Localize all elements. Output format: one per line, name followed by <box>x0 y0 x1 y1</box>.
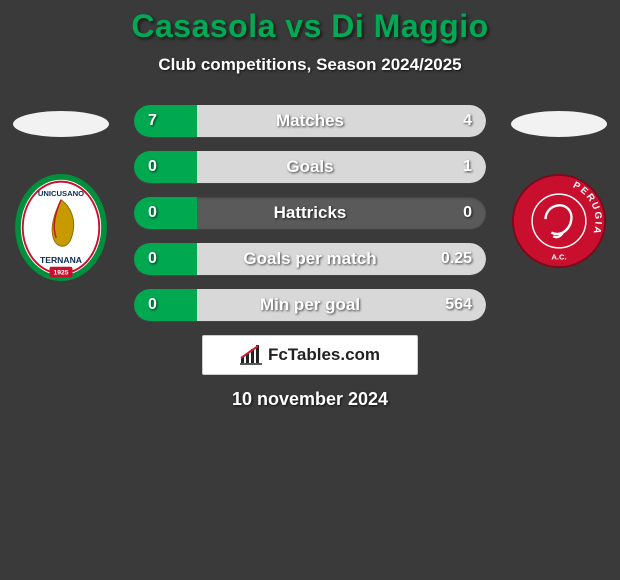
stat-bar-hattricks: 0 Hattricks 0 <box>134 197 486 229</box>
left-badge-text-top: UNICUSANO <box>38 189 84 198</box>
left-club-badge-icon: UNICUSANO TERNANA 1925 <box>13 173 109 283</box>
right-club-badge-icon: PERUGIA A.C. <box>511 173 607 269</box>
comparison-card: Casasola vs Di Maggio Club competitions,… <box>0 0 620 410</box>
stat-bar-goals-per-match: 0 Goals per match 0.25 <box>134 243 486 275</box>
page-title: Casasola vs Di Maggio <box>0 8 620 45</box>
stat-right-value: 4 <box>463 105 472 137</box>
subtitle: Club competitions, Season 2024/2025 <box>0 55 620 75</box>
stat-label: Hattricks <box>134 197 486 229</box>
stat-label: Goals <box>134 151 486 183</box>
stat-right-value: 564 <box>445 289 472 321</box>
stat-bar-min-per-goal: 0 Min per goal 564 <box>134 289 486 321</box>
left-badge-year: 1925 <box>54 269 69 276</box>
stats-column: 7 Matches 4 0 Goals 1 0 Hattricks 0 <box>116 105 504 410</box>
stat-right-value: 1 <box>463 151 472 183</box>
right-ellipse <box>511 111 607 137</box>
stat-label: Matches <box>134 105 486 137</box>
left-ellipse <box>13 111 109 137</box>
stat-label: Min per goal <box>134 289 486 321</box>
stat-right-value: 0 <box>463 197 472 229</box>
main-row: UNICUSANO TERNANA 1925 7 Matches 4 0 Goa… <box>0 105 620 410</box>
stat-right-value: 0.25 <box>441 243 472 275</box>
left-team-col: UNICUSANO TERNANA 1925 <box>6 105 116 283</box>
branding-label: FcTables.com <box>268 345 380 365</box>
bar-chart-icon <box>240 345 262 365</box>
stat-label: Goals per match <box>134 243 486 275</box>
right-team-col: PERUGIA A.C. <box>504 105 614 269</box>
stat-bar-goals: 0 Goals 1 <box>134 151 486 183</box>
stat-bar-matches: 7 Matches 4 <box>134 105 486 137</box>
right-badge-sub: A.C. <box>551 252 566 261</box>
left-badge-text-mid: TERNANA <box>40 255 82 265</box>
branding-box[interactable]: FcTables.com <box>202 335 418 375</box>
date-label: 10 november 2024 <box>134 389 486 410</box>
